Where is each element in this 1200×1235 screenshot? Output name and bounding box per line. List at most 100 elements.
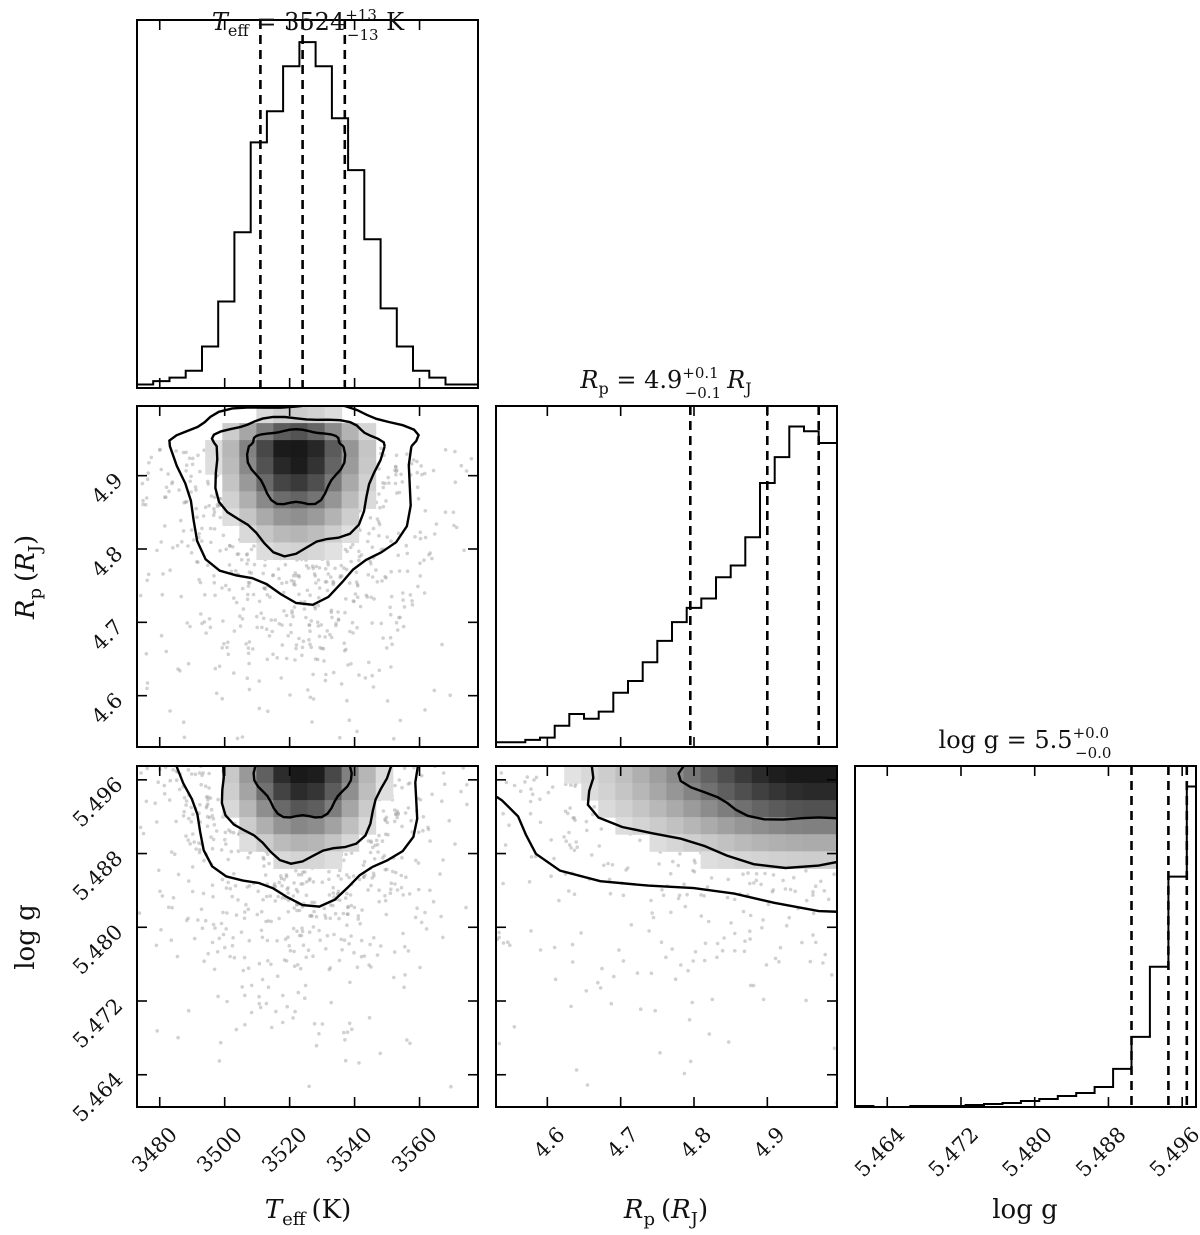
teff-rp-sample-point xyxy=(297,592,301,597)
rp-logg-sample-point xyxy=(1025,820,1029,824)
teff-rp-density-cell xyxy=(273,474,291,492)
rp-logg-sample-point xyxy=(870,829,874,833)
teff-logg-density-cell xyxy=(290,817,309,835)
teff-logg-density-cell xyxy=(307,783,326,801)
teff-logg-density-cell xyxy=(290,766,309,784)
teff-rp-sample-point xyxy=(191,456,195,461)
teff-logg-sample-point xyxy=(343,1058,348,1063)
rp-logg-sample-point xyxy=(890,977,894,981)
teff-logg-sample-point xyxy=(293,1009,297,1014)
teff-rp-sample-point xyxy=(350,620,355,625)
teff-rp-sample-point xyxy=(404,543,409,548)
rp-logg-sample-point xyxy=(931,926,935,930)
rp-logg-sample-point xyxy=(661,893,666,897)
teff-logg-sample-point xyxy=(241,968,246,973)
teff-logg-sample-point xyxy=(441,858,445,862)
teff-rp-sample-point xyxy=(416,584,420,589)
rp-logg-sample-point xyxy=(919,814,923,818)
teff-logg-sample-point xyxy=(299,882,303,886)
teff-rp-sample-point xyxy=(246,646,251,650)
teff-rp-sample-point xyxy=(383,481,387,486)
teff-logg-sample-point xyxy=(169,938,174,942)
rp-logg-sample-point xyxy=(972,767,976,771)
teff-rp-contours xyxy=(168,406,420,607)
teff-rp-contour-level-1 xyxy=(245,427,347,506)
teff-rp-sample-point xyxy=(385,535,390,539)
rp-logg-sample-point xyxy=(1157,835,1161,839)
teff-logg-sample-point xyxy=(407,892,412,896)
teff-rp-sample-point xyxy=(370,545,375,549)
teff-rp-sample-point xyxy=(398,615,402,620)
teff-rp-sample-point xyxy=(190,462,195,467)
teff-logg-sample-point xyxy=(202,959,206,963)
rp-logg-sample-point xyxy=(1011,996,1015,1000)
rp-logg-sample-point xyxy=(905,841,909,845)
rp-logg-sample-point xyxy=(1065,819,1069,823)
rp-logg-sample-point xyxy=(1034,906,1038,910)
teff-logg-sample-point xyxy=(204,805,209,810)
teff-rp-density-cell xyxy=(290,440,309,458)
rp-logg-sample-point xyxy=(571,816,575,820)
teff-rp-sample-point xyxy=(329,608,334,613)
teff-rp-sample-point xyxy=(145,477,150,482)
rp-logg-sample-point xyxy=(937,940,941,944)
teff-rp-sample-point xyxy=(306,688,310,692)
teff-rp-sample-point xyxy=(226,652,231,657)
rp-logg-density-cell xyxy=(820,834,837,852)
teff-logg-density-cell xyxy=(222,766,240,784)
rp-logg-sample-point xyxy=(830,973,834,977)
teff-logg-sample-point xyxy=(303,996,307,1000)
rp-logg-sample-point xyxy=(811,893,815,897)
teff-logg-sample-point xyxy=(155,1029,159,1033)
teff-rp-sample-point xyxy=(175,543,180,548)
teff-rp-sample-point xyxy=(347,718,352,722)
teff-rp-sample-point xyxy=(357,558,361,563)
rp-logg-sample-point xyxy=(928,854,932,858)
rp-logg-density-cell xyxy=(700,800,719,818)
teff-rp-sample-point xyxy=(218,515,223,520)
rp-logg-density-cell xyxy=(649,817,668,835)
rp-logg-sample-point xyxy=(1003,802,1007,806)
rp-logg-sample-point xyxy=(491,848,495,852)
teff-rp-sample-point xyxy=(347,581,352,585)
teff-rp-sample-point xyxy=(381,504,386,509)
teff-rp-sample-point xyxy=(246,592,250,597)
rp-logg-density-cell xyxy=(632,766,650,784)
teff-logg-sample-point xyxy=(189,805,193,810)
rp-logg-sample-point xyxy=(886,788,890,792)
density-layer xyxy=(137,406,1161,1105)
rp-logg-sample-point xyxy=(563,809,568,814)
rp-logg-sample-point xyxy=(638,1007,643,1011)
teff-rp-sample-point xyxy=(340,574,344,578)
teff-rp-sample-point xyxy=(313,574,318,578)
teff-rp-sample-point xyxy=(159,633,164,638)
teff-logg-sample-point xyxy=(297,933,302,938)
teff-logg-sample-point xyxy=(137,911,142,915)
rp-logg-sample-point xyxy=(709,876,714,880)
rp-logg-density-cell xyxy=(768,817,787,835)
rp-logg-sample-point xyxy=(1055,887,1059,891)
teff-rp-sample-point xyxy=(276,567,281,571)
rp-logg-sample-point xyxy=(746,871,750,875)
rp-logg-sample-point xyxy=(523,780,527,784)
rp-logg-sample-point xyxy=(916,821,920,825)
teff-logg-sample-point xyxy=(205,804,209,808)
rp-logg-sample-point xyxy=(455,822,459,826)
teff-rp-sample-point xyxy=(168,709,172,713)
rp-logg-sample-point xyxy=(966,867,970,871)
rp-logg-sample-point xyxy=(861,866,865,870)
rp-logg-sample-point xyxy=(518,789,523,794)
teff-logg-sample-point xyxy=(224,927,228,931)
rp-logg-sample-point xyxy=(845,979,849,983)
rp-logg-sample-point xyxy=(710,997,715,1002)
teff-rp-sample-point xyxy=(198,580,203,585)
teff-rp-sample-point xyxy=(338,574,343,578)
rp-logg-sample-point xyxy=(865,783,869,787)
rp-logg-sample-point xyxy=(702,894,706,898)
rp-logg-sample-point xyxy=(898,854,902,858)
rp-logg-sample-point xyxy=(473,792,477,796)
rp-logg-sample-point xyxy=(804,998,808,1003)
rp-logg-sample-point xyxy=(1082,814,1086,818)
teff-logg-sample-point xyxy=(393,882,397,886)
teff-rp-sample-point xyxy=(297,636,301,641)
